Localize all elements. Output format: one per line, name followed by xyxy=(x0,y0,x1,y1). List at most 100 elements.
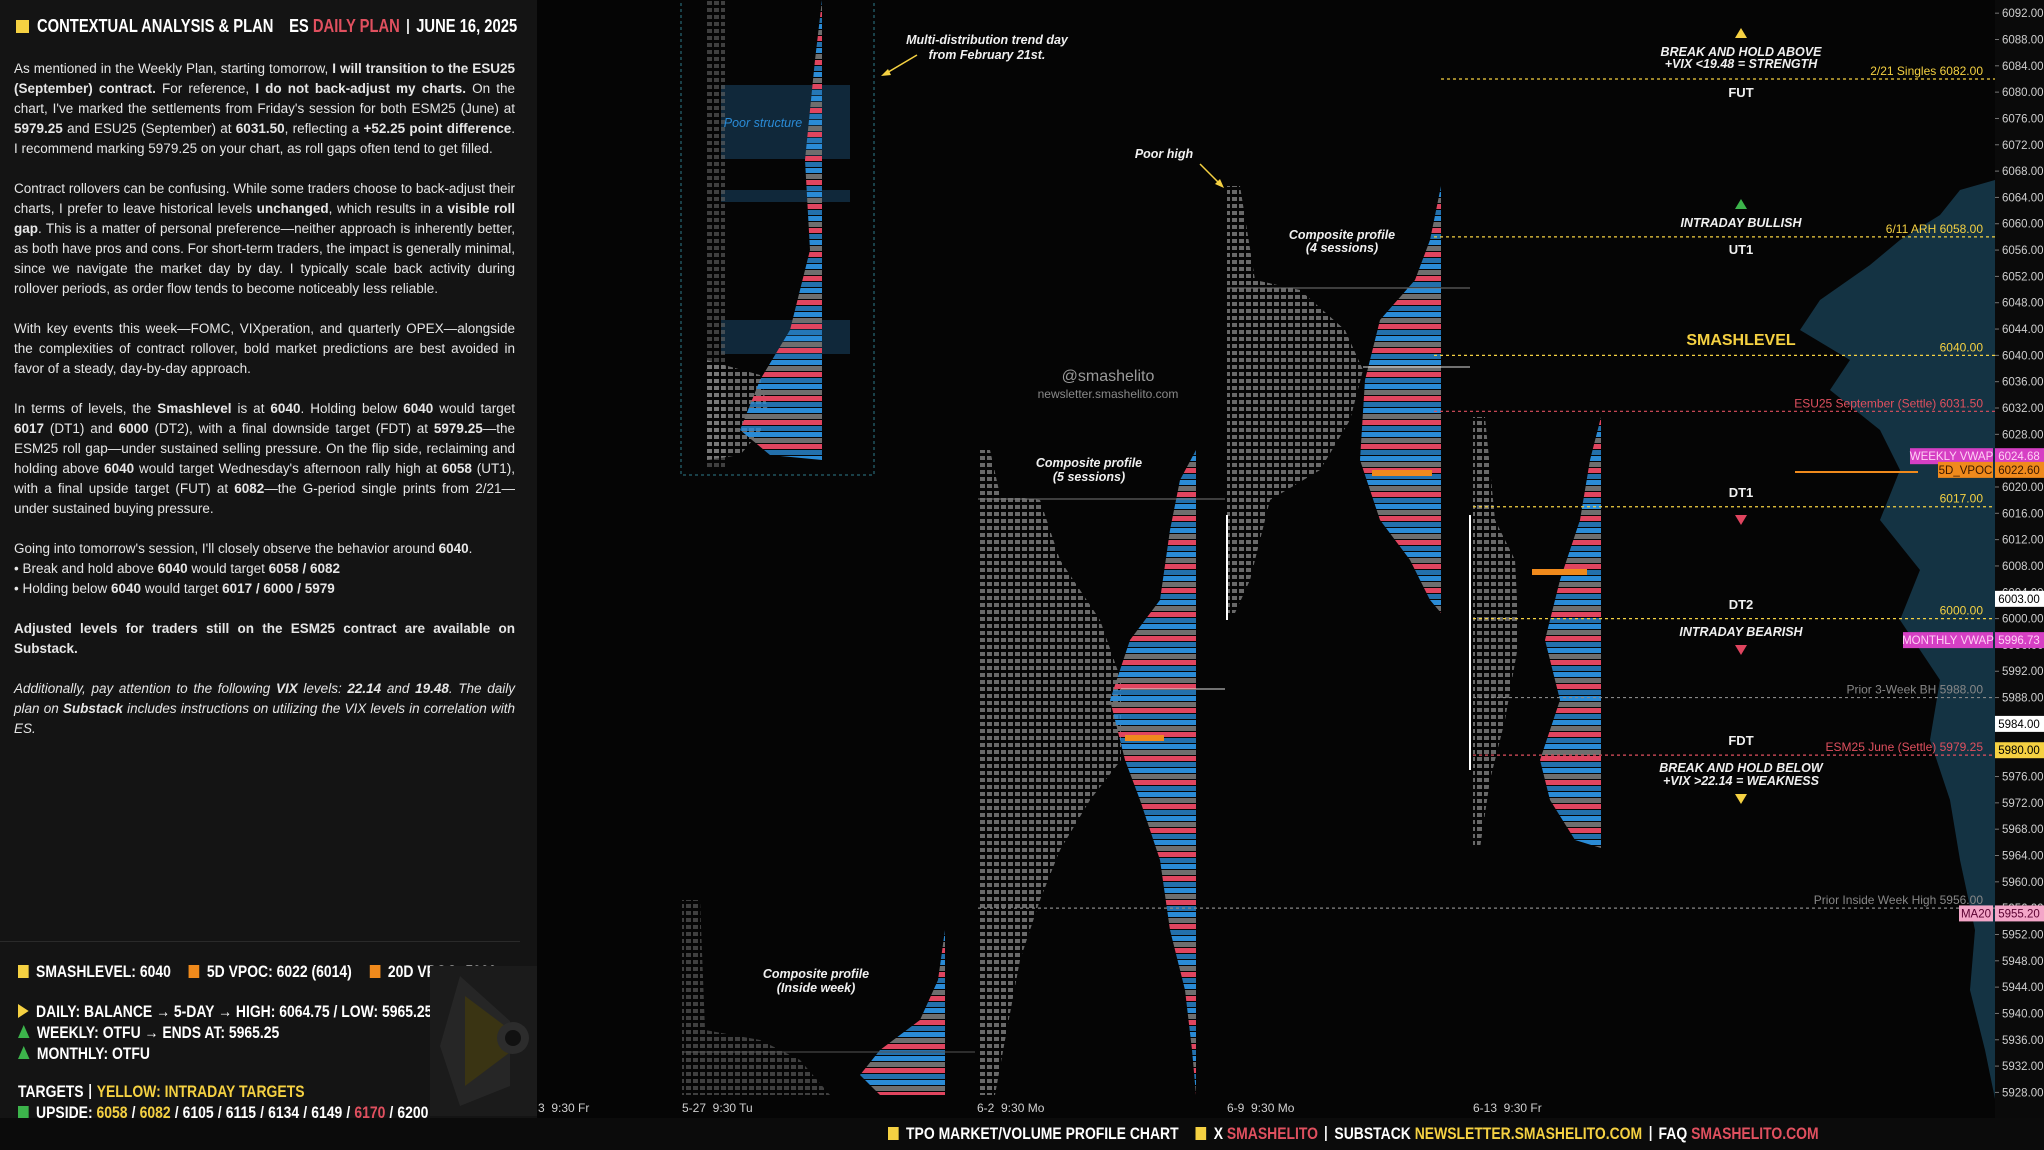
context-text: DAILY: BALANCE → 5-DAY → HIGH: 6064.75 /… xyxy=(36,1002,433,1021)
text: With key events this week—FOMC, VIXperat… xyxy=(14,321,515,376)
separator: / xyxy=(174,1103,179,1122)
context-row: MONTHLY: OTFU xyxy=(18,1044,179,1064)
target-value: 6105 xyxy=(182,1103,214,1122)
text-line: Going into tomorrow's session, I'll clos… xyxy=(14,539,515,559)
text: would target Wednesday's afternoon rally… xyxy=(134,461,442,476)
annotation: DT2 xyxy=(1729,597,1754,612)
level-name: ESM25 June (Settle) xyxy=(1826,740,1937,754)
tpo-letters xyxy=(978,450,1121,1095)
target-value: 6115 xyxy=(225,1103,257,1122)
callout-arrow xyxy=(1199,163,1221,185)
level-label: ESU25 September (Settle) 6031.50 xyxy=(1794,396,1983,410)
level-value: 6031.50 xyxy=(1940,396,1984,410)
y-tick-label: 6092.00 xyxy=(2002,8,2044,20)
callout-arrow-head xyxy=(881,69,891,76)
annotation: INTRADAY BULLISH xyxy=(1680,216,1802,230)
level-label: 6000.00 xyxy=(1940,604,1984,618)
bold-text: 6040 xyxy=(111,581,142,596)
bold-text: unchanged xyxy=(256,201,329,216)
callout-arrow xyxy=(884,54,918,75)
footer-link[interactable]: SMASHELITO.COM xyxy=(1691,1124,1819,1143)
y-tick-label: 5928.00 xyxy=(2002,1087,2044,1099)
bold-text: 5979.25 xyxy=(14,121,63,136)
y-tick-label: 6028.00 xyxy=(2002,429,2044,441)
paragraph: In terms of levels, the Smashlevel is at… xyxy=(14,399,515,519)
level-label: 6/11 ARH 6058.00 xyxy=(1886,222,1984,236)
footer: TPO MARKET/VOLUME PROFILE CHART X SMASHE… xyxy=(0,1118,2044,1150)
profile-bars xyxy=(1540,417,1601,848)
tag-name-box xyxy=(1903,632,1993,649)
text-line: Contract rollovers can be confusing. Whi… xyxy=(14,179,515,299)
bold-text: 6017 / 6000 / 5979 xyxy=(222,581,335,596)
level-value: 6058.00 xyxy=(1940,222,1984,236)
text: . This is a matter of personal preferenc… xyxy=(14,221,515,296)
summary-marker xyxy=(18,965,29,978)
y-tick-label: 5972.00 xyxy=(2002,798,2044,810)
bold-text: I will transition to the ESU25 (Septembe… xyxy=(14,61,515,96)
level-label: 2/21 Singles 6082.00 xyxy=(1870,64,1983,78)
header: CONTEXTUAL ANALYSIS & PLAN xyxy=(16,16,576,37)
level-value: 6017.00 xyxy=(1940,492,1984,506)
profile-bars xyxy=(860,930,945,1095)
y-tick-label: 5960.00 xyxy=(2002,877,2044,889)
context-line: MONTHLY: OTFU xyxy=(18,1044,150,1064)
y-tick-label: 6020.00 xyxy=(2002,482,2044,494)
y-tick-label: 5932.00 xyxy=(2002,1061,2044,1073)
date: JUNE 16, 2025 xyxy=(416,16,517,36)
text: . I recommend marking 5979.25 on your ch… xyxy=(14,121,515,156)
x-tick-label: 3 9:30 Fr xyxy=(538,1101,589,1115)
price-tag xyxy=(1995,742,2044,759)
footer-link[interactable]: NEWSLETTER.SMASHELITO.COM xyxy=(1414,1124,1643,1143)
x-tick-label: 6-9 9:30 Mo xyxy=(1227,1101,1295,1115)
target-value: 6149 xyxy=(311,1103,343,1122)
y-tick-label: 6016.00 xyxy=(2002,508,2044,520)
down-arrow xyxy=(1735,515,1747,525)
text: includes instructions on utilizing the V… xyxy=(14,701,515,736)
text: —the G-period single prints from 2/21—un… xyxy=(14,481,515,516)
annotation: DT1 xyxy=(1729,485,1754,500)
context-line: DAILY: BALANCE → 5-DAY → HIGH: 6064.75 /… xyxy=(18,1002,432,1022)
footer-handle[interactable]: SMASHELITO xyxy=(1226,1124,1319,1143)
y-tick-label: 6060.00 xyxy=(2002,219,2044,231)
y-tick-label: 6000.00 xyxy=(2002,614,2044,626)
text: As mentioned in the Weekly Plan, startin… xyxy=(14,61,333,76)
text: (UT1), with a final upside target (FUT) … xyxy=(14,461,515,496)
text-line: With key events this week—FOMC, VIXperat… xyxy=(14,319,515,379)
y-tick-label: 6076.00 xyxy=(2002,113,2044,125)
paragraph: Contract rollovers can be confusing. Whi… xyxy=(14,179,515,299)
separator: / xyxy=(217,1103,222,1122)
poor-structure-box xyxy=(721,85,850,159)
text: —the ESM25 roll gap—under sustained sell… xyxy=(14,421,515,476)
up-arrow xyxy=(1735,199,1747,209)
paragraph: Adjusted levels for traders still on the… xyxy=(14,619,515,659)
context-row: DAILY: BALANCE → 5-DAY → HIGH: 6064.75 /… xyxy=(18,1002,523,1022)
note: Poor high xyxy=(1135,147,1194,161)
note: Poor structure xyxy=(724,116,803,130)
down-arrow xyxy=(1735,794,1747,804)
y-tick-label: 6044.00 xyxy=(2002,324,2044,336)
text-line: • Holding below 6040 would target 6017 /… xyxy=(14,579,515,599)
y-tick-label: 6036.00 xyxy=(2002,377,2044,389)
tag-name-box xyxy=(1910,448,1993,465)
bold-text: 6040 xyxy=(403,401,434,416)
target-value: 6134 xyxy=(268,1103,300,1122)
y-tick-label: 6032.00 xyxy=(2002,403,2044,415)
annotation: SMASHLEVEL xyxy=(1686,332,1796,349)
price-tag-label: 5996.73 xyxy=(1998,635,2040,647)
text: , reflecting a xyxy=(284,121,364,136)
y-tick-label: 5964.00 xyxy=(2002,851,2044,863)
logo xyxy=(430,966,537,1116)
text: would target xyxy=(141,581,223,596)
callout-arrow-head xyxy=(1215,179,1224,188)
y-tick-label: 5936.00 xyxy=(2002,1035,2044,1047)
vpoc-bar xyxy=(1532,569,1587,575)
context-marker xyxy=(18,1025,30,1038)
text: (DT1) and xyxy=(44,421,119,436)
note: (Inside week) xyxy=(777,981,856,995)
tag-name: MONTHLY VWAP xyxy=(1902,635,1994,647)
text-line: In terms of levels, the Smashlevel is at… xyxy=(14,399,515,519)
text: levels: xyxy=(297,681,348,696)
bold-text: 22.14 xyxy=(347,681,382,696)
bold-text: 5979.25 xyxy=(433,421,483,436)
x-tick-label: 6-2 9:30 Mo xyxy=(977,1101,1045,1115)
